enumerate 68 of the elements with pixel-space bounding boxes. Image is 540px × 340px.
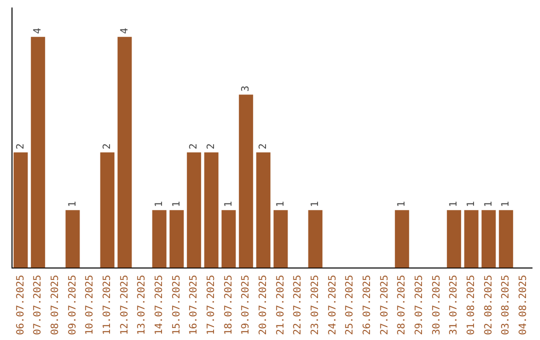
data-label: 1 bbox=[223, 201, 234, 208]
data-label: 1 bbox=[154, 201, 165, 208]
data-label: 1 bbox=[67, 201, 78, 208]
data-label: 2 bbox=[258, 143, 269, 150]
x-tick-label: 07.07.2025 bbox=[32, 274, 44, 336]
x-tick-label: 09.07.2025 bbox=[67, 274, 78, 336]
x-tick-label: 23.07.2025 bbox=[310, 274, 321, 336]
x-tick-label: 04.08.2025 bbox=[518, 274, 529, 336]
x-tick-label: 15.07.2025 bbox=[171, 274, 182, 336]
bar bbox=[100, 152, 114, 268]
bar bbox=[170, 210, 184, 268]
data-label: 2 bbox=[188, 143, 200, 150]
data-label: 1 bbox=[466, 201, 477, 208]
data-label: 1 bbox=[396, 201, 408, 208]
x-tick-label: 12.07.2025 bbox=[119, 274, 130, 336]
bar bbox=[222, 210, 236, 268]
x-tick-label: 17.07.2025 bbox=[206, 274, 217, 336]
bar bbox=[30, 36, 46, 268]
bar bbox=[14, 152, 28, 268]
bar bbox=[394, 210, 410, 268]
data-label: 4 bbox=[119, 28, 130, 34]
bar bbox=[186, 152, 202, 268]
data-label: 3 bbox=[240, 86, 252, 92]
x-tick-label: 25.07.2025 bbox=[344, 274, 356, 336]
x-tick-label: 24.07.2025 bbox=[327, 274, 338, 336]
bar bbox=[274, 210, 288, 268]
x-tick-label: 11.07.2025 bbox=[102, 274, 113, 336]
bar bbox=[238, 94, 254, 268]
data-label: 2 bbox=[15, 143, 26, 150]
x-tick-label: 02.08.2025 bbox=[483, 274, 494, 336]
x-tick-label: 20.07.2025 bbox=[258, 274, 269, 336]
x-tick-label: 26.07.2025 bbox=[362, 274, 373, 336]
data-label: 1 bbox=[171, 201, 182, 208]
x-tick-label: 27.07.2025 bbox=[379, 274, 390, 336]
data-label: 4 bbox=[32, 28, 44, 34]
x-tick-label: 29.07.2025 bbox=[414, 274, 425, 336]
data-label: 2 bbox=[102, 143, 113, 150]
x-tick-label: 28.07.2025 bbox=[396, 274, 408, 336]
bar bbox=[118, 36, 132, 268]
data-label: 2 bbox=[206, 143, 217, 150]
x-tick-label: 01.08.2025 bbox=[466, 274, 477, 336]
x-tick-label: 06.07.2025 bbox=[15, 274, 26, 336]
x-tick-label: 31.07.2025 bbox=[448, 274, 460, 336]
x-tick-label: 03.08.2025 bbox=[500, 274, 512, 336]
bar bbox=[308, 210, 322, 268]
x-tick-label: 19.07.2025 bbox=[240, 274, 252, 336]
bar bbox=[66, 210, 80, 268]
data-label: 1 bbox=[483, 201, 494, 208]
data-label: 1 bbox=[275, 201, 286, 208]
bar bbox=[446, 210, 462, 268]
x-tick-label: 18.07.2025 bbox=[223, 274, 234, 336]
x-tick-label: 30.07.2025 bbox=[431, 274, 442, 336]
x-tick-label: 16.07.2025 bbox=[188, 274, 200, 336]
bar bbox=[152, 210, 166, 268]
data-label: 1 bbox=[448, 201, 460, 208]
bar bbox=[482, 210, 496, 268]
x-tick-label: 22.07.2025 bbox=[292, 274, 304, 336]
bar bbox=[256, 152, 270, 268]
data-label: 1 bbox=[500, 201, 512, 208]
x-tick-label: 14.07.2025 bbox=[154, 274, 165, 336]
data-label: 1 bbox=[310, 201, 321, 208]
x-tick-label: 13.07.2025 bbox=[136, 274, 148, 336]
x-tick-label: 08.07.2025 bbox=[50, 274, 61, 336]
bar bbox=[204, 152, 218, 268]
bar bbox=[498, 210, 514, 268]
x-tick-label: 10.07.2025 bbox=[84, 274, 96, 336]
bar bbox=[464, 210, 478, 268]
x-tick-label: 21.07.2025 bbox=[275, 274, 286, 336]
